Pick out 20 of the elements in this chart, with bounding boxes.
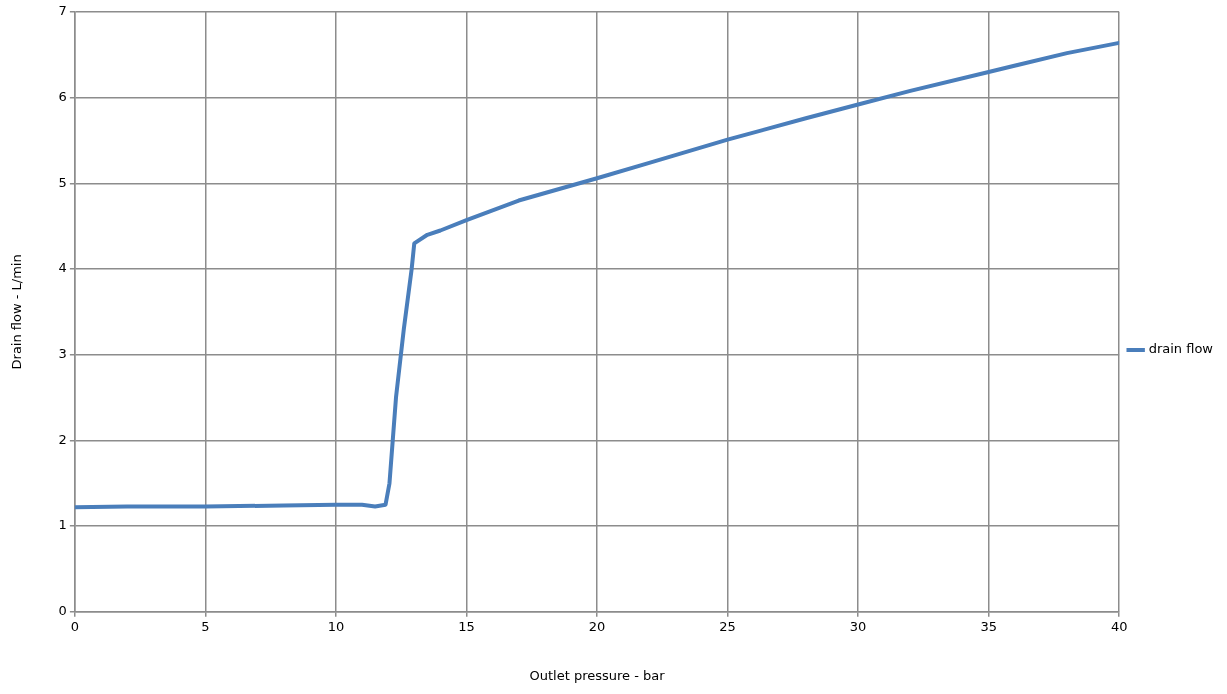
y-tick-label: 2 <box>58 431 67 447</box>
y-axis-title: Drain flow - L/min <box>9 254 25 370</box>
x-tick-label: 35 <box>980 618 997 634</box>
y-tick-label: 3 <box>58 346 67 362</box>
y-tick-label: 5 <box>58 174 67 190</box>
x-axis-title: Outlet pressure - bar <box>529 667 666 683</box>
x-tick-label: 0 <box>70 618 80 634</box>
y-tick-label: 1 <box>58 517 67 533</box>
y-tick-label: 6 <box>58 89 67 105</box>
x-tick-label: 15 <box>458 618 475 634</box>
y-tick-label: 7 <box>58 3 67 19</box>
x-tick-label: 40 <box>1110 618 1128 634</box>
x-tick-label: 25 <box>719 618 736 634</box>
x-tick-label: 20 <box>588 618 606 634</box>
legend-label: drain flow <box>1148 341 1214 357</box>
x-tick-label: 10 <box>327 618 345 634</box>
x-tick-label: 5 <box>201 618 210 634</box>
y-tick-label: 0 <box>58 603 67 619</box>
y-tick-label: 4 <box>58 260 67 276</box>
x-tick-label: 30 <box>849 618 867 634</box>
